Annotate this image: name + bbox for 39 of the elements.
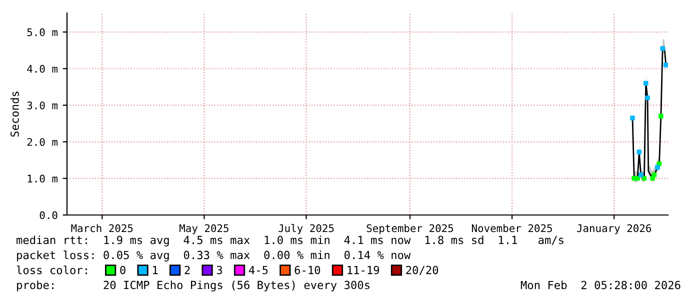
point [635, 176, 640, 181]
point [650, 176, 655, 181]
legend-label: 2 [184, 266, 190, 274]
point [643, 80, 648, 86]
x-tick-label: November 2025 [472, 224, 552, 232]
y-tick-label: 4.0 m [27, 64, 58, 73]
x-tick-label: September 2025 [366, 224, 454, 234]
point [642, 176, 647, 181]
text: Mon Feb 2 05:28:00 2026 [520, 280, 680, 290]
y-axis-title: Seconds [10, 92, 19, 137]
legend-label: 4-5 [248, 266, 268, 274]
y-tick-label: 2.0 m [27, 138, 58, 146]
legend-label: 1 [153, 266, 158, 274]
y-tick-label: 1.0 m [28, 174, 58, 183]
y-tick-label: 0.0 [40, 211, 58, 220]
x-tick-label: March 2025 [71, 224, 133, 232]
point [652, 172, 657, 178]
point [645, 96, 650, 100]
point [660, 46, 665, 51]
legend-label: 6-10 [294, 266, 320, 274]
legend-label: 20/20 [406, 266, 438, 276]
legend-label: 3 [216, 266, 222, 274]
text: probe: 20 ICMP Echo Pings (56 Bytes) every 300s [17, 280, 370, 292]
point [655, 165, 660, 170]
x-tick-label: July 2025 [278, 224, 334, 234]
point [630, 116, 635, 120]
legend-title: loss color: [16, 266, 87, 274]
y-tick-label: 5.0 m [27, 28, 58, 36]
x-tick-label: January 2026 [577, 224, 652, 234]
legend-label: 11-19 [348, 266, 380, 274]
y-tick-label: 3.0 m [27, 101, 58, 110]
point [658, 114, 664, 119]
legend-label: 0 [120, 266, 126, 274]
text: median rtt: 1.9 ms avg 4.5 ms max 1.0 ms min 4.1 ms now 1.8 ms sd 1.1 am/s [16, 236, 564, 246]
x-tick-label: May 2025 [180, 224, 228, 234]
point [664, 62, 668, 68]
point [638, 172, 644, 178]
point [636, 150, 642, 154]
text: packet loss: 0.05 % avg 0.33 % max 0.00 % min 0.14 % now [17, 250, 411, 262]
